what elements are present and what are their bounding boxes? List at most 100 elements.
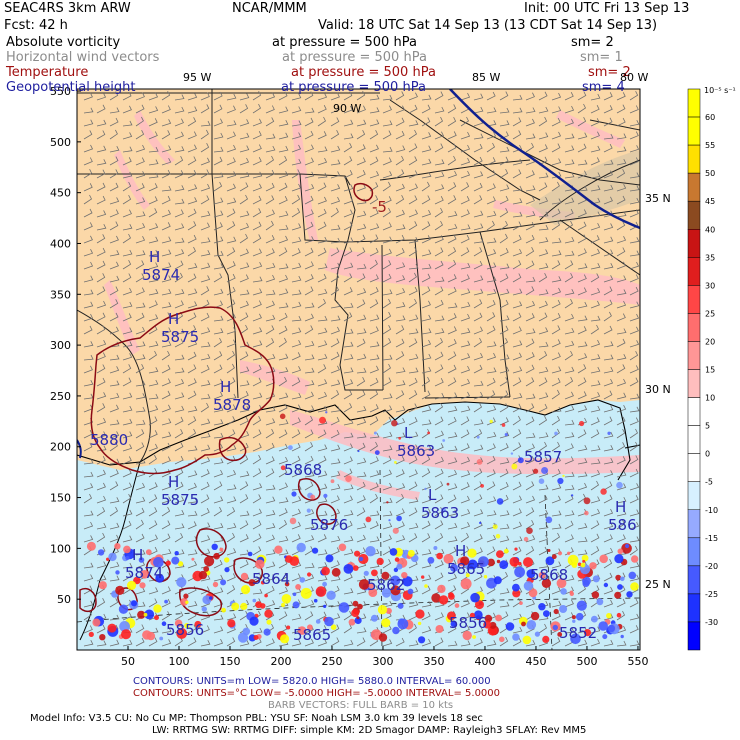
contours-temp-info: CONTOURS: UNITS=°C LOW= -5.0000 HIGH= -5… (133, 688, 501, 699)
vorticity-convective-cells (86, 411, 639, 645)
colorbar-label: 45 (705, 197, 715, 206)
lon-label-95w: 95 W (183, 71, 211, 84)
colorbar-label: 50 (705, 169, 715, 178)
height-value: 5868 (284, 461, 322, 479)
l-marker: L (428, 486, 437, 504)
x-tick-label: 400 (474, 655, 495, 668)
temperature-label: -5 (372, 198, 387, 216)
height-contour-edge (77, 439, 82, 459)
h-marker: H (149, 248, 160, 266)
model-title: SEAC4RS 3km ARW (4, 1, 131, 16)
h-marker: H (168, 310, 179, 328)
height-value: 5864 (252, 570, 290, 588)
x-tick-label: 150 (219, 655, 240, 668)
colorbar-label: -30 (705, 618, 718, 627)
height-value: 5880 (90, 431, 128, 449)
height-value: 5856 (166, 621, 204, 639)
y-tick-label: 350 (50, 288, 71, 301)
temperature-contours (79, 182, 374, 617)
colorbar-swatch (687, 369, 701, 398)
colorbar-label: 30 (705, 281, 715, 290)
lat-label-35n: 35 N (645, 192, 671, 205)
field-wind-level: at pressure = 500 hPa (282, 50, 427, 65)
colorbar-unit: 10⁻⁵ s⁻¹ (704, 86, 736, 95)
colorbar-swatch (687, 257, 701, 286)
x-tick-label: 550 (627, 655, 648, 668)
field-wind-name: Horizontal wind vectors (6, 50, 160, 65)
y-tick-label: 100 (50, 542, 71, 555)
h-marker: H (220, 378, 231, 396)
field-temp-level: at pressure = 500 hPa (291, 65, 436, 80)
y-tick-label: 500 (50, 136, 71, 149)
barb-info: BARB VECTORS: FULL BARB = 10 kts (268, 700, 454, 711)
colorbar-swatch (687, 172, 701, 202)
colorbar-swatch (687, 621, 701, 651)
height-value: 5868 (530, 566, 568, 584)
x-tick-label: 300 (372, 655, 393, 668)
colorbar-label: 60 (705, 113, 715, 122)
colorbar-swatch (687, 116, 701, 146)
colorbar-label: 5 (705, 422, 710, 431)
height-value: 5875 (161, 328, 199, 346)
colorbar-label: 40 (705, 225, 715, 234)
colorbar-swatch (687, 481, 701, 511)
us-mexico-border (77, 309, 151, 463)
colorbar-label: 15 (705, 366, 715, 375)
colorbar-label: -25 (705, 590, 718, 599)
field-height-level: at pressure = 500 hPa (281, 80, 426, 95)
colorbar-label: 0 (705, 450, 710, 459)
colorbar-swatch (687, 285, 701, 314)
field-height-sm: sm= 4 (582, 80, 625, 95)
height-contour-5880 (449, 89, 640, 230)
height-value: 5863 (397, 442, 435, 460)
colorbar-label: -10 (705, 506, 718, 515)
x-axis: 50 100 150 200 250 300 350 400 450 500 550 (121, 646, 648, 668)
colorbar-swatch (687, 397, 701, 426)
x-tick-label: 350 (423, 655, 444, 668)
h-marker: H (132, 546, 143, 564)
height-value: 5875 (161, 491, 199, 509)
colorbar-label: -5 (705, 478, 713, 487)
height-value: 5865 (447, 560, 485, 578)
colorbar-label: 25 (705, 309, 715, 318)
field-height-name: Geopotential height (6, 80, 136, 95)
y-tick-label: 50 (57, 593, 71, 606)
height-value: 5857 (524, 448, 562, 466)
colorbar: 605550454035302520151050-5-10-15-20-25-3… (687, 88, 718, 651)
y-tick-label: 250 (50, 390, 71, 403)
colorbar-swatch (687, 593, 701, 623)
y-axis: 50 100 150 200 250 300 350 400 450 500 550 (50, 85, 81, 606)
y-tick-label: 300 (50, 339, 71, 352)
y-tick-label: 150 (50, 492, 71, 505)
height-value: 5874 (125, 564, 163, 582)
colorbar-label: -15 (705, 534, 718, 543)
mexico-coast (79, 461, 141, 641)
plot-frame (76, 88, 641, 651)
x-tick-label: 500 (576, 655, 597, 668)
contours-height-info: CONTOURS: UNITS=m LOW= 5820.0 HIGH= 5880… (133, 676, 491, 687)
colorbar-label: -20 (705, 562, 718, 571)
y-tick-label: 400 (50, 237, 71, 250)
wind-barbs (83, 90, 640, 647)
colorbar-swatch (687, 341, 701, 370)
lon-label-80w: 80 W (620, 71, 648, 84)
vorticity-positive-shading (104, 110, 640, 500)
h-marker: H (168, 473, 179, 491)
colorbar-swatch (687, 453, 701, 482)
x-tick-label: 450 (525, 655, 546, 668)
terrain-shading (530, 150, 640, 225)
colorbar-swatch (687, 537, 701, 567)
height-value: 5863 (421, 504, 459, 522)
height-value: 5862 (367, 576, 405, 594)
y-tick-label: 200 (50, 441, 71, 454)
colorbar-label: 55 (705, 141, 715, 150)
field-vorticity-level: at pressure = 500 hPa (272, 35, 417, 50)
colorbar-swatch (687, 229, 701, 258)
colorbar-label: 20 (705, 337, 715, 346)
height-value: 5852 (559, 624, 597, 642)
colorbar-swatch (687, 425, 701, 454)
init-time: Init: 00 UTC Fri 13 Sep 13 (524, 1, 690, 16)
colorbar-swatch (687, 509, 701, 539)
field-temp-sm: sm= 2 (588, 65, 631, 80)
